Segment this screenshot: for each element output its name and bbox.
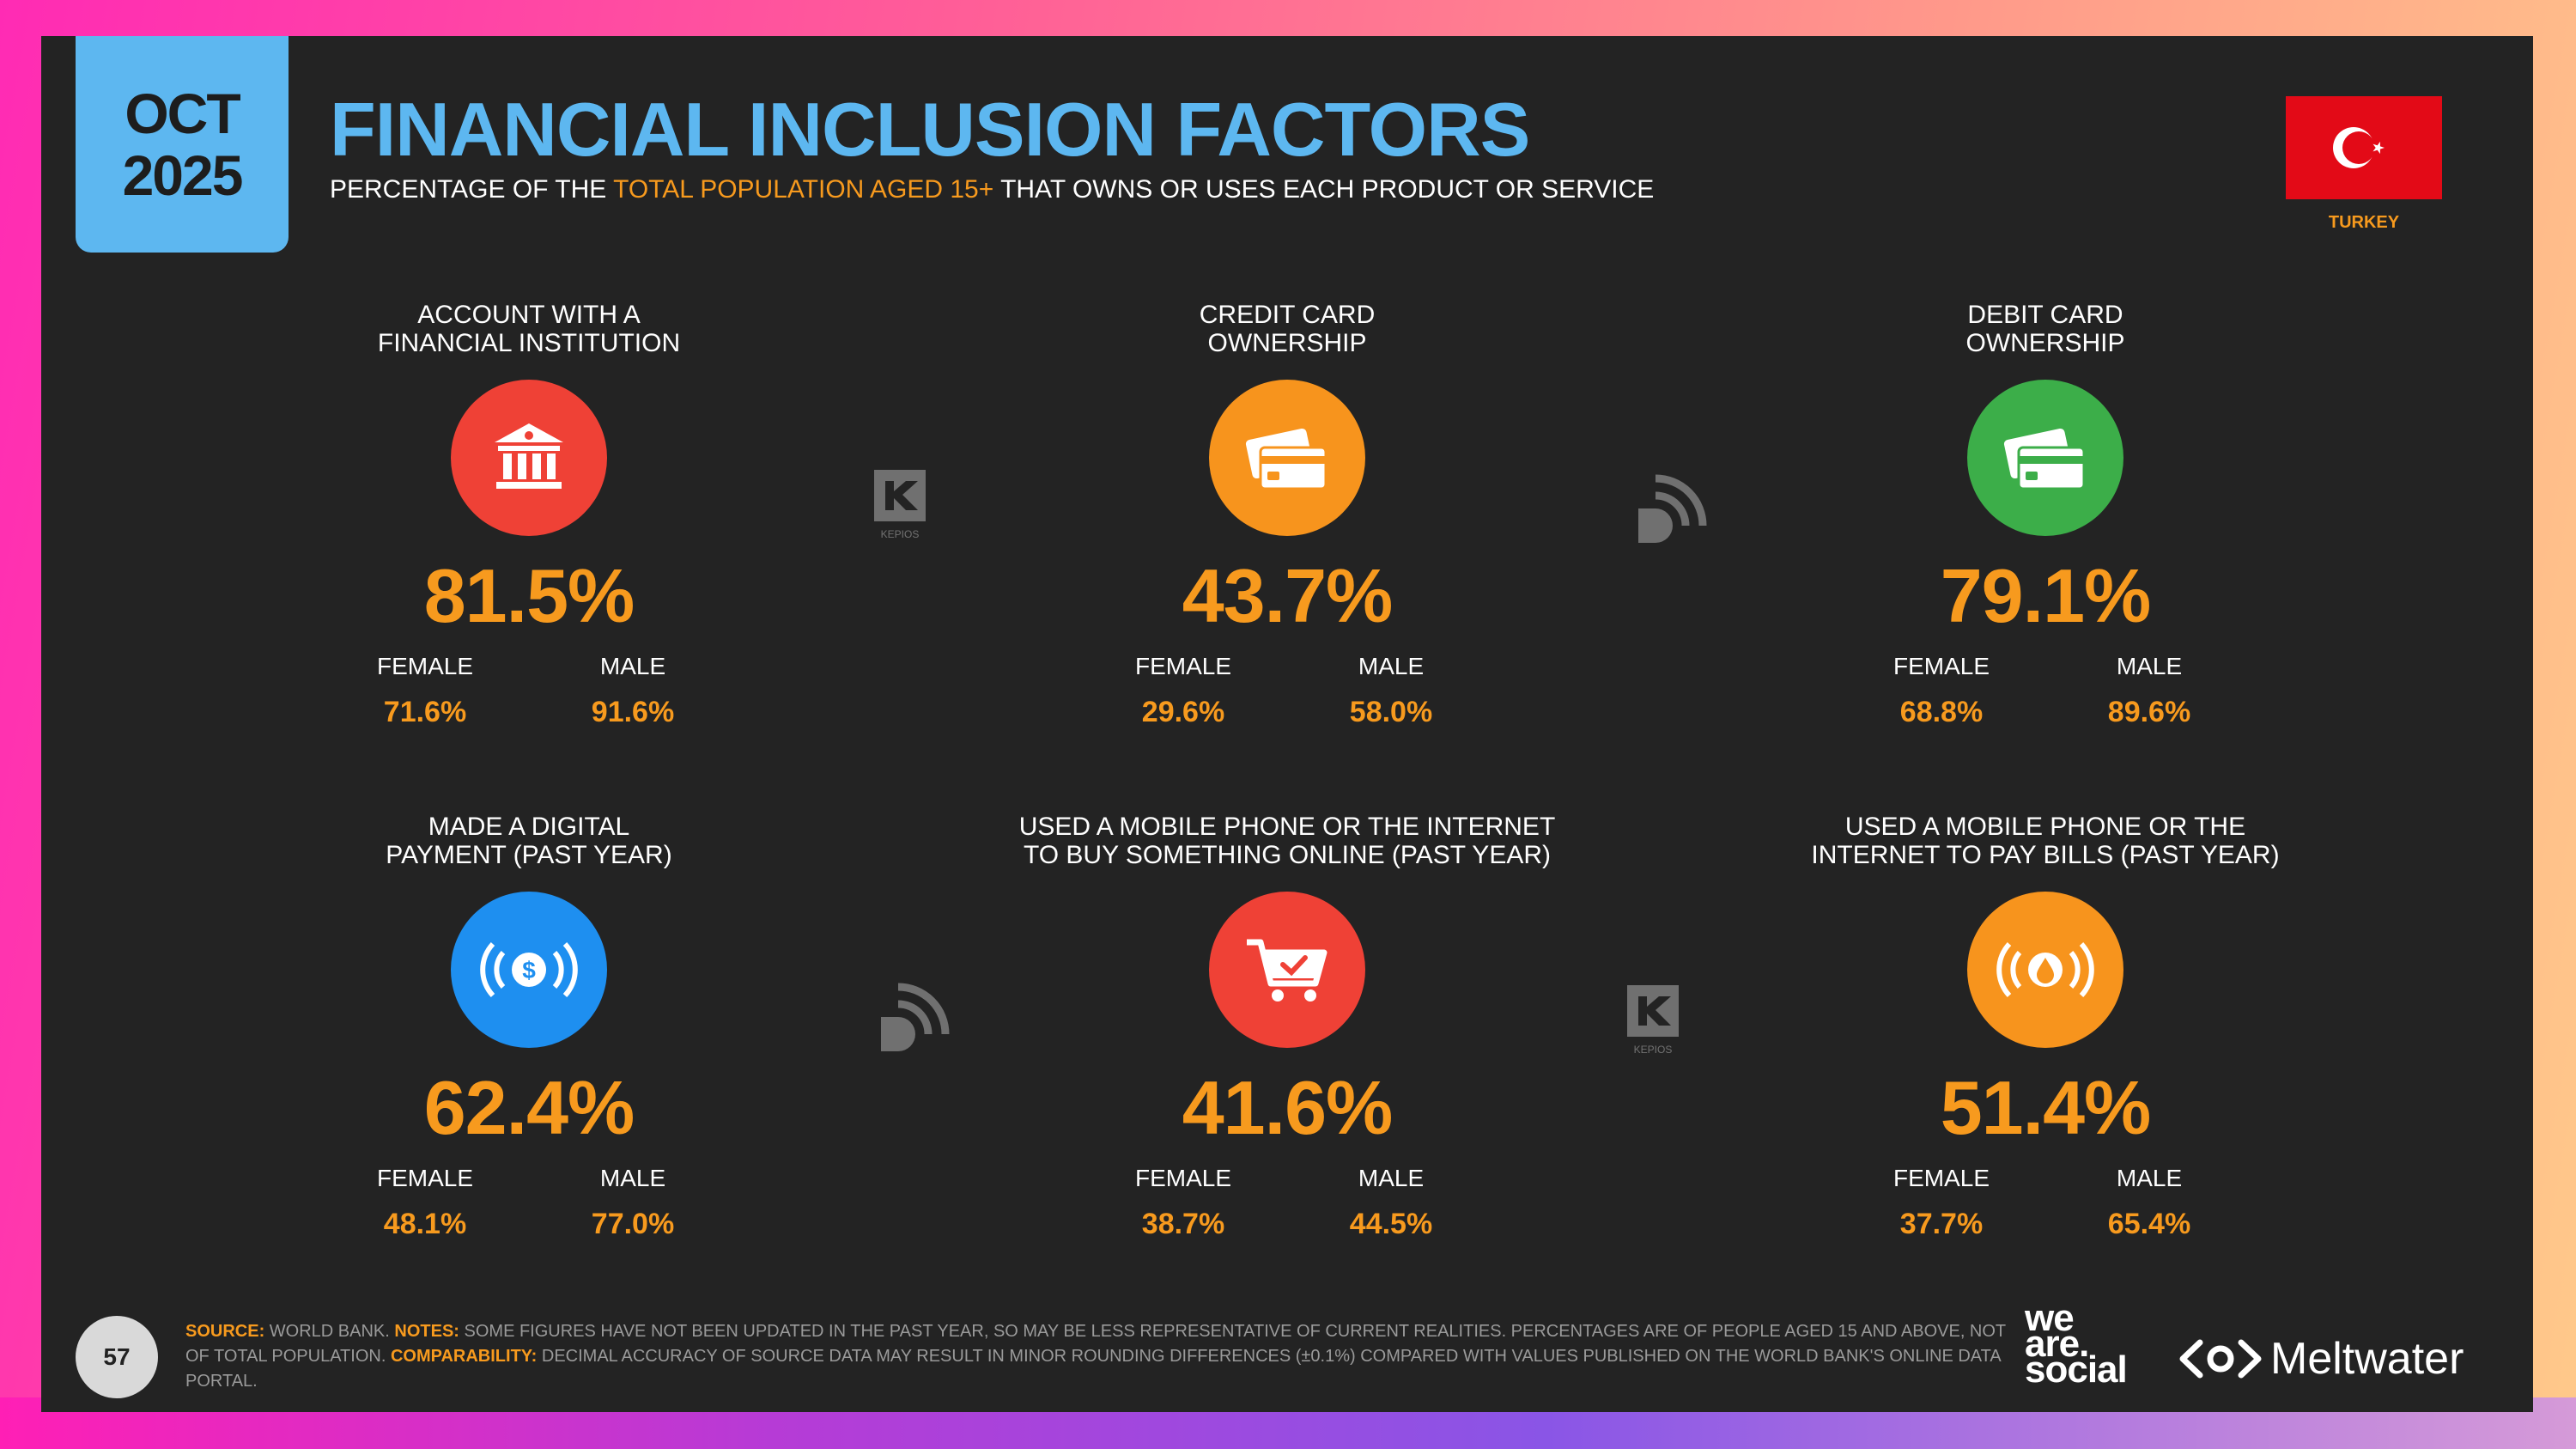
meltwater-logo: Meltwater xyxy=(2179,1333,2464,1385)
female-value: 48.1% xyxy=(383,1208,467,1240)
stat-value: 51.4% xyxy=(1940,1065,2152,1150)
meltwater-mark-icon xyxy=(2179,1339,2262,1379)
stat-value: 43.7% xyxy=(1182,553,1394,638)
stat-label-line2: INTERNET TO PAY BILLS (PAST YEAR) xyxy=(1811,841,2280,869)
stat-card-online-purchase: USED A MOBILE PHONE OR THE INTERNET TO BU… xyxy=(978,809,1596,1241)
male-value: 77.0% xyxy=(591,1208,675,1240)
stat-label-line2: OWNERSHIP xyxy=(1207,329,1367,357)
gender-split: FEMALE 68.8% MALE 89.6% xyxy=(1736,653,2354,729)
we-are-social-logo: we are. social xyxy=(2025,1297,2171,1391)
date-month: OCT xyxy=(125,82,240,145)
subtitle-highlight: TOTAL POPULATION AGED 15+ xyxy=(613,175,994,204)
slide: OCT 2025 FINANCIAL INCLUSION FACTORS PER… xyxy=(41,36,2533,1412)
female-value: 71.6% xyxy=(383,696,467,728)
male-value: 44.5% xyxy=(1349,1208,1433,1240)
male-value: 58.0% xyxy=(1349,696,1433,728)
page-title: FINANCIAL INCLUSION FACTORS xyxy=(330,87,1530,172)
stat-label-line2: TO BUY SOMETHING ONLINE (PAST YEAR) xyxy=(1023,841,1551,869)
kepios-watermark-icon: KEPIOS xyxy=(1623,981,1683,1062)
datareportal-watermark-icon xyxy=(1630,466,1716,556)
stat-label-line1: CREDIT CARD xyxy=(1199,301,1376,329)
stat-card-credit-card: CREDIT CARD OWNERSHIP 43.7% FEMALE 29.6% M… xyxy=(978,297,1596,729)
credit-card-icon xyxy=(1209,380,1365,536)
meltwater-text: Meltwater xyxy=(2270,1334,2464,1384)
page-subtitle: PERCENTAGE OF THE TOTAL POPULATION AGED … xyxy=(330,175,1654,204)
bill-payment-icon xyxy=(1967,892,2123,1048)
female-label: FEMALE xyxy=(376,1165,474,1191)
stat-card-debit-card: DEBIT CARD OWNERSHIP 79.1% FEMALE 68.8% MA… xyxy=(1736,297,2354,729)
female-label: FEMALE xyxy=(1893,653,1990,679)
debit-card-icon xyxy=(1967,380,2123,536)
turkey-flag-icon xyxy=(2286,96,2442,199)
date-badge: OCT 2025 xyxy=(76,36,289,253)
stat-value: 81.5% xyxy=(423,553,635,638)
bank-icon xyxy=(451,380,607,536)
svg-text:$: $ xyxy=(522,957,536,983)
source-key: SOURCE: xyxy=(185,1322,265,1341)
subtitle-pre: PERCENTAGE OF THE xyxy=(330,175,607,204)
stat-label: MADE A DIGITAL PAYMENT (PAST YEAR) xyxy=(220,809,838,869)
female-label: FEMALE xyxy=(376,653,474,679)
stat-label-line1: USED A MOBILE PHONE OR THE xyxy=(1844,813,2246,841)
stat-value: 79.1% xyxy=(1940,553,2152,638)
stat-label-line2: PAYMENT (PAST YEAR) xyxy=(386,841,672,869)
gender-split: FEMALE 48.1% MALE 77.0% xyxy=(220,1165,838,1241)
subtitle-post: THAT OWNS OR USES EACH PRODUCT OR SERVIC… xyxy=(1000,175,1655,204)
stat-label: USED A MOBILE PHONE OR THE INTERNET TO BU… xyxy=(978,809,1596,869)
male-label: MALE xyxy=(599,1165,666,1191)
logo-line-1: we xyxy=(2025,1297,2075,1339)
gender-split: FEMALE 29.6% MALE 58.0% xyxy=(978,653,1596,729)
notes-key: NOTES: xyxy=(394,1322,459,1341)
stat-label-line1: MADE A DIGITAL xyxy=(428,813,630,841)
female-label: FEMALE xyxy=(1134,1165,1232,1191)
shopping-cart-icon xyxy=(1209,892,1365,1048)
male-label: MALE xyxy=(2116,653,2183,679)
comparability-key: COMPARABILITY: xyxy=(390,1347,538,1366)
country-label: TURKEY xyxy=(2328,213,2400,232)
kepios-watermark-text: KEPIOS xyxy=(1634,1044,1673,1056)
contactless-payment-icon: $ xyxy=(451,892,607,1048)
male-label: MALE xyxy=(2116,1165,2183,1191)
page-number: 57 xyxy=(76,1316,158,1398)
stat-value: 41.6% xyxy=(1182,1065,1394,1150)
stat-label-line1: ACCOUNT WITH A xyxy=(417,301,641,329)
stat-card-account: ACCOUNT WITH A FINANCIAL INSTITUTION 81.5… xyxy=(220,297,838,729)
logo-line-2: are. xyxy=(2025,1323,2089,1365)
kepios-watermark-text: KEPIOS xyxy=(881,528,920,540)
male-value: 65.4% xyxy=(2107,1208,2191,1240)
female-value: 37.7% xyxy=(1899,1208,1984,1240)
stat-card-bill-payment: USED A MOBILE PHONE OR THE INTERNET TO PA… xyxy=(1736,809,2354,1241)
female-label: FEMALE xyxy=(1134,653,1232,679)
comparability-text: DECIMAL ACCURACY OF SOURCE DATA MAY RESU… xyxy=(185,1347,2001,1391)
stat-card-digital-payment: MADE A DIGITAL PAYMENT (PAST YEAR) $ 62.4… xyxy=(220,809,838,1241)
stat-label-line2: FINANCIAL INSTITUTION xyxy=(377,329,681,357)
stat-label: ACCOUNT WITH A FINANCIAL INSTITUTION xyxy=(220,297,838,357)
female-value: 29.6% xyxy=(1141,696,1225,728)
male-label: MALE xyxy=(1358,1165,1425,1191)
stat-label-line1: DEBIT CARD xyxy=(1967,301,2123,329)
female-label: FEMALE xyxy=(1893,1165,1990,1191)
date-year: 2025 xyxy=(122,143,244,207)
stat-label: USED A MOBILE PHONE OR THE INTERNET TO PA… xyxy=(1736,809,2354,869)
female-value: 38.7% xyxy=(1141,1208,1225,1240)
kepios-watermark-icon: KEPIOS xyxy=(870,466,930,547)
stat-label: DEBIT CARD OWNERSHIP xyxy=(1736,297,2354,357)
stat-label-line1: USED A MOBILE PHONE OR THE INTERNET xyxy=(1018,813,1556,841)
logo-line-3: social xyxy=(2025,1349,2128,1391)
source-text: WORLD BANK. xyxy=(269,1322,390,1341)
gender-split: FEMALE 37.7% MALE 65.4% xyxy=(1736,1165,2354,1241)
stat-label-line2: OWNERSHIP xyxy=(1965,329,2125,357)
male-label: MALE xyxy=(599,653,666,679)
gender-split: FEMALE 38.7% MALE 44.5% xyxy=(978,1165,1596,1241)
male-value: 89.6% xyxy=(2107,696,2191,728)
stat-value: 62.4% xyxy=(423,1065,635,1150)
gender-split: FEMALE 71.6% MALE 91.6% xyxy=(220,653,838,729)
female-value: 68.8% xyxy=(1899,696,1984,728)
male-label: MALE xyxy=(1358,653,1425,679)
datareportal-watermark-icon xyxy=(872,974,958,1064)
footer-notes: SOURCE: WORLD BANK. NOTES: SOME FIGURES … xyxy=(185,1319,2014,1394)
male-value: 91.6% xyxy=(591,696,675,728)
stat-label: CREDIT CARD OWNERSHIP xyxy=(978,297,1596,357)
notes-text: SOME FIGURES HAVE NOT BEEN UPDATED IN TH… xyxy=(185,1322,2006,1366)
